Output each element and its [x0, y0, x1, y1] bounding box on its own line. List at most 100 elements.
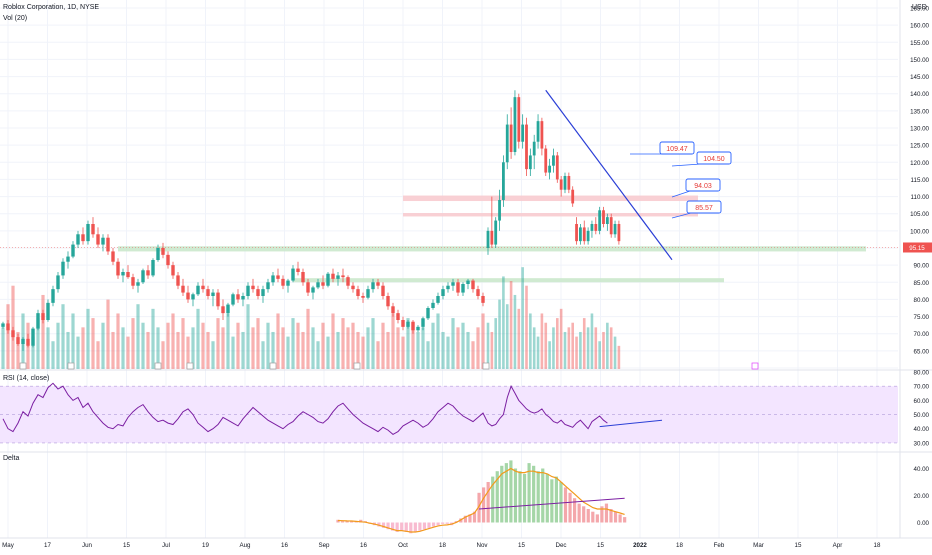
earnings-marker	[186, 362, 194, 370]
candle-body	[598, 210, 602, 231]
candle-body	[490, 230, 494, 245]
volume-bar	[606, 322, 609, 369]
time-tick-label: Aug	[239, 542, 251, 549]
volume-bar	[331, 313, 335, 369]
rsi-legend: RSI (14, close)	[3, 375, 50, 382]
delta-bar	[604, 503, 609, 523]
delta-tick-label: 0.00	[917, 520, 930, 527]
price-tick-label: 115.00	[911, 177, 930, 184]
candle-body	[525, 124, 528, 170]
volume-bar	[231, 336, 235, 369]
candle-body	[26, 338, 30, 346]
volume-bar	[525, 285, 528, 369]
candle-body	[563, 176, 567, 190]
volume-bar	[181, 318, 185, 369]
volume-bar	[517, 308, 521, 369]
price-zone-support	[293, 278, 724, 283]
candle-body	[136, 282, 140, 286]
candle-body	[461, 284, 465, 293]
volume-bar	[81, 327, 85, 369]
volume-bar	[341, 318, 345, 369]
candle-body	[366, 289, 370, 298]
time-tick-label: Apr	[833, 542, 843, 549]
delta-pane[interactable]	[336, 460, 627, 534]
candle-body	[336, 275, 340, 279]
price-callout-label: 104.50	[703, 156, 725, 163]
delta-bar	[513, 468, 518, 523]
volume-bar	[590, 313, 594, 369]
candle-body	[91, 224, 95, 235]
volume-bar	[111, 331, 115, 369]
delta-bar	[386, 522, 390, 530]
volume-bar	[376, 341, 380, 369]
candle-body	[486, 230, 490, 248]
volume-bar	[176, 331, 180, 369]
price-tick-label: 155.00	[910, 40, 929, 47]
volume-bar	[116, 313, 120, 369]
candle-body	[406, 321, 410, 327]
candle-body	[594, 224, 598, 231]
volume-bar	[106, 299, 110, 369]
candle-body	[431, 302, 435, 308]
volume-bar	[594, 327, 598, 369]
candle-body	[351, 285, 355, 290]
volume-bar	[241, 331, 245, 369]
delta-bar	[381, 522, 386, 528]
rsi-tick-label: 30.00	[914, 440, 930, 447]
candle-body	[151, 260, 155, 276]
candle-body	[111, 251, 115, 262]
delta-bar	[563, 487, 568, 523]
volume-bar	[236, 322, 240, 369]
delta-bar	[550, 479, 554, 523]
volume-bar	[401, 336, 405, 369]
delta-bar	[500, 465, 504, 523]
candle-body	[171, 265, 175, 276]
volume-bar	[31, 336, 35, 369]
volume-bar	[406, 318, 410, 369]
volume-bar	[286, 336, 290, 369]
candle-body	[466, 280, 470, 284]
delta-bar	[577, 503, 581, 523]
price-tick-label: 165.00	[910, 6, 929, 13]
candle-body	[590, 224, 594, 231]
delta-bar	[436, 522, 440, 526]
candle-body	[291, 268, 295, 281]
candle-body	[555, 155, 559, 180]
candle-body	[301, 272, 305, 283]
rsi-pane[interactable]	[0, 382, 898, 444]
delta-ma-line	[337, 467, 625, 533]
candlestick-series[interactable]	[1, 90, 621, 351]
delta-bar	[582, 506, 586, 523]
volume-bar	[571, 322, 574, 369]
candle-body	[586, 230, 590, 242]
delta-bar	[554, 476, 558, 523]
volume-bar	[201, 322, 205, 369]
candle-body	[246, 285, 250, 296]
candle-body	[216, 292, 220, 307]
time-tick-label: 18	[874, 542, 881, 549]
candle-body	[528, 155, 532, 170]
candle-body	[131, 277, 135, 286]
volume-bar	[6, 304, 10, 369]
time-tick-label: 2022	[633, 542, 647, 549]
volume-bar	[61, 304, 65, 369]
candle-body	[361, 296, 365, 298]
candle-body	[426, 308, 430, 319]
candle-body	[356, 289, 360, 296]
time-tick-label: 19	[202, 542, 209, 549]
volume-bar	[306, 308, 310, 369]
volume-bar	[466, 331, 470, 369]
candle-body	[41, 313, 45, 320]
volume-bar	[529, 313, 532, 369]
volume-bar	[131, 318, 135, 369]
volume-bar	[411, 322, 415, 369]
drawing-overlays[interactable]: 109.47 104.50 94.03 85.57	[19, 89, 759, 510]
price-tick-label: 150.00	[910, 57, 929, 64]
volume-bar	[206, 331, 210, 369]
candle-body	[1, 323, 5, 327]
volume-bar	[532, 327, 536, 369]
time-tick-label: Feb	[714, 542, 725, 549]
volume-bar	[381, 322, 385, 369]
